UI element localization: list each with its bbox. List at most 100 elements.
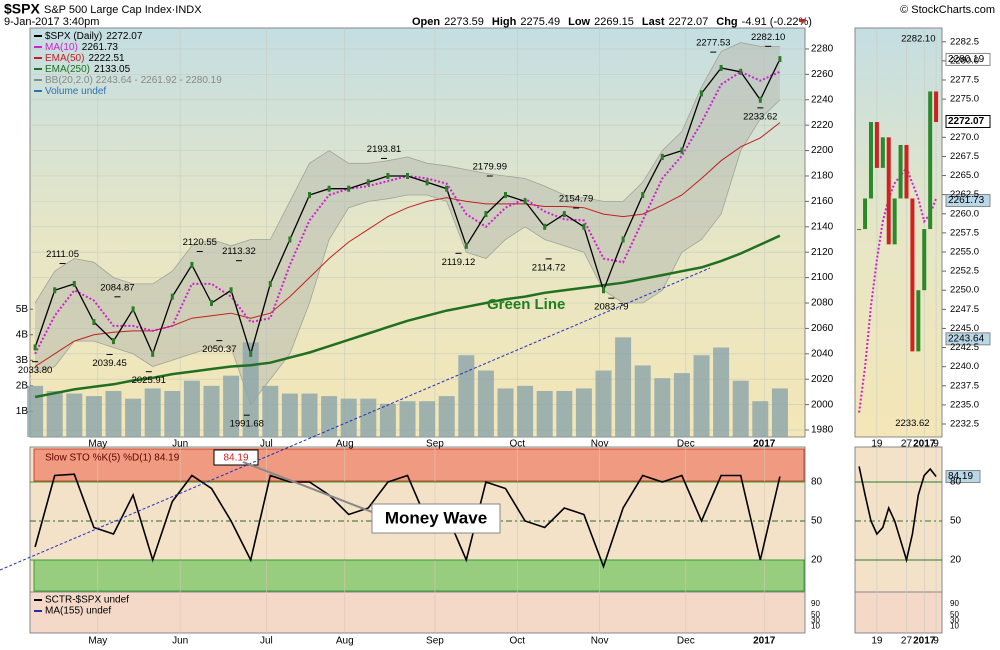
price-point — [425, 179, 429, 186]
mini-y-tick-label: 2237.5 — [950, 380, 979, 391]
volume-bar — [301, 393, 318, 437]
legend-value: 2272.07 — [106, 31, 143, 42]
volume-bar — [164, 390, 181, 437]
price-annotation: 2083.79 — [594, 302, 628, 313]
volume-bar — [556, 390, 573, 437]
sctr-tick-label: 10 — [811, 621, 820, 630]
green-line-label: Green Line — [487, 296, 565, 313]
x-tick-label: Dec — [677, 636, 695, 647]
price-annotation: 2120.55 — [183, 237, 217, 248]
volume-bar — [673, 373, 690, 437]
volume-bar — [713, 347, 730, 437]
x-tick-label: Oct — [509, 636, 525, 647]
volume-bar — [693, 355, 710, 437]
price-annotation: 2025.91 — [132, 375, 166, 386]
legend-entry: $SPX (Daily) 2272.07 — [45, 31, 143, 42]
sctr-tick-label: 90 — [811, 599, 820, 608]
volume-bar — [360, 398, 377, 437]
sto-legend: Slow STO %K(5) %D(1) 84.19 — [45, 453, 180, 464]
mini-y-tick-label: 2267.5 — [950, 151, 979, 162]
sctr-tick-label: 90 — [950, 599, 959, 608]
price-point — [347, 185, 351, 192]
volume-tick-label: 5B — [16, 304, 29, 315]
volume-bar — [281, 393, 298, 437]
mini-candle — [868, 122, 873, 199]
volume-bar — [223, 375, 240, 437]
volume-bar — [379, 403, 396, 437]
x-tick-label: Jun — [172, 636, 188, 647]
sctr-tick-label: 50 — [811, 610, 820, 619]
mini-y-tick-label: 2252.5 — [950, 266, 979, 277]
volume-bar — [419, 401, 436, 437]
legend-value: 2222.51 — [88, 53, 125, 64]
price-point — [484, 211, 488, 218]
quote-value: 2275.49 — [520, 16, 560, 28]
legend-name: BB(20,2.0) 2243.64 - 2261.92 - 2280.19 — [45, 75, 222, 86]
legend-value: 2261.73 — [82, 42, 119, 53]
price-badge-label: 2261.73 — [948, 195, 985, 206]
copyright: © StockCharts.com — [900, 4, 995, 16]
price-annotation: 2233.62 — [743, 111, 777, 122]
callout-text: Money Wave — [385, 508, 487, 527]
mini-x-tick-label: 9 — [933, 636, 939, 647]
price-point — [680, 147, 684, 154]
mini-candle — [934, 91, 939, 123]
volume-bar — [497, 388, 514, 437]
legend-entry: Volume undef — [45, 86, 106, 97]
x-tick-label: Dec — [677, 439, 695, 450]
volume-bar — [321, 396, 338, 437]
price-badge-label: 2272.07 — [948, 116, 985, 127]
price-point — [445, 185, 449, 192]
price-point — [190, 261, 194, 268]
price-point — [53, 287, 57, 294]
bollinger-upper — [34, 42, 780, 304]
price-point — [229, 287, 233, 294]
plot-layer — [27, 28, 991, 633]
y-tick-label: 2120 — [811, 247, 834, 258]
x-tick-label: Aug — [336, 439, 354, 450]
mini-y-tick-label: 2235.0 — [950, 399, 979, 410]
price-point — [131, 306, 135, 313]
y-tick-label: 2220 — [811, 120, 834, 131]
price-badge-label: 2280.19 — [948, 54, 985, 65]
price-badge — [945, 52, 991, 66]
trend-line — [0, 267, 711, 571]
mini-y-tick-label: 2265.0 — [950, 170, 979, 181]
price-annotation: 2084.87 — [100, 282, 134, 293]
mini-sto-badge-label: 84.19 — [948, 471, 973, 482]
sctr-tick-label: 10 — [950, 621, 959, 630]
mini-y-tick-label: 2245.0 — [950, 323, 979, 334]
x-tick-label: 2017 — [753, 636, 776, 647]
mini-price-panel — [854, 27, 943, 438]
sto-value-box-label: 84.19 — [223, 453, 248, 464]
x-tick-label: Nov — [591, 636, 609, 647]
legend-entry: BB(20,2.0) 2243.64 - 2261.92 - 2280.19 — [45, 75, 222, 86]
mini-sctr-panel — [854, 591, 943, 634]
price-point — [758, 96, 762, 103]
y-tick-label: 2240 — [811, 94, 834, 105]
price-point — [641, 192, 645, 199]
volume-bar — [340, 398, 357, 437]
mini-y-tick-label: 2262.5 — [950, 189, 979, 200]
x-tick-label: Aug — [336, 636, 354, 647]
mini-sto-tick-label: 20 — [950, 555, 962, 566]
price-annotation: 1991.68 — [230, 419, 264, 430]
mini-x-tick-label: 27 — [901, 439, 913, 450]
price-annotation: 2113.32 — [222, 246, 256, 257]
legend-name: MA(10) — [45, 42, 78, 53]
x-tick-label: Sep — [426, 439, 444, 450]
sctr-legend: MA(155) undef — [45, 606, 111, 617]
price-point — [504, 192, 508, 199]
volume-bar — [536, 390, 553, 437]
mini-ma-line — [858, 165, 938, 413]
x-tick-label: 2017 — [753, 439, 776, 450]
quote-value: 2269.15 — [594, 16, 634, 28]
sctr-tick-label: 30 — [811, 616, 820, 625]
volume-bar — [27, 385, 44, 437]
price-point — [660, 153, 664, 160]
price-point — [268, 280, 272, 287]
price-point — [543, 223, 547, 230]
mini-x-tick-label: 19 — [871, 636, 883, 647]
price-point — [33, 344, 37, 351]
